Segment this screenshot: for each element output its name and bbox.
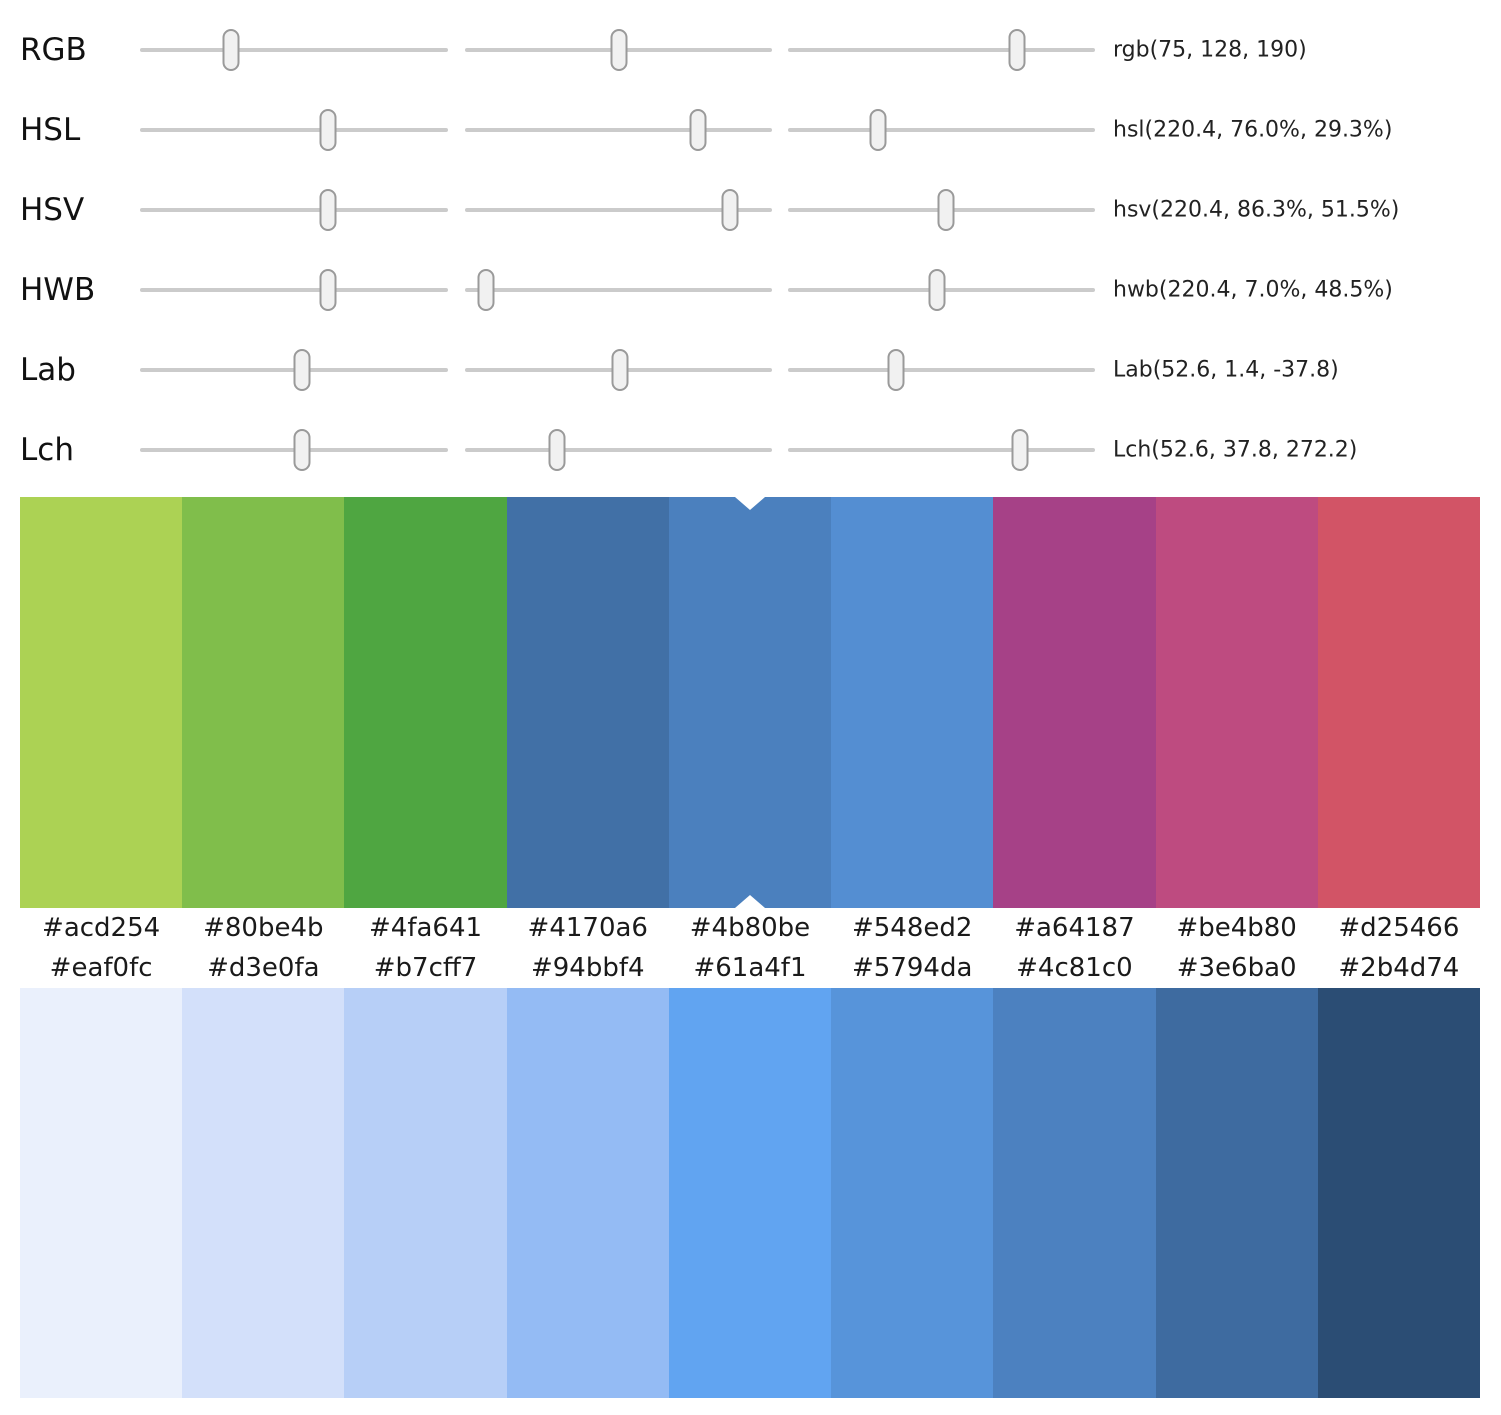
hex-code-label: #61a4f1 xyxy=(693,953,807,983)
slider-handle-2[interactable] xyxy=(610,29,628,71)
slider-handle-2[interactable] xyxy=(477,269,495,311)
slider-track-3[interactable] xyxy=(788,109,1095,151)
slider-track-1[interactable] xyxy=(140,109,448,151)
slider-handle-3[interactable] xyxy=(1008,29,1026,71)
hex-code-label: #4b80be xyxy=(689,913,811,943)
color-swatch[interactable] xyxy=(20,497,183,908)
hex-code-label: #a64187 xyxy=(1014,913,1135,943)
hex-code-label: #acd254 xyxy=(42,913,161,943)
hex-code-label: #4fa641 xyxy=(369,913,483,943)
slider-row: Lch Lch(52.6, 37.8, 272.2) xyxy=(0,410,1501,490)
hex-code-label: #3e6ba0 xyxy=(1176,953,1297,983)
color-swatch[interactable] xyxy=(1317,988,1480,1398)
slider-track-1[interactable] xyxy=(140,269,448,311)
slider-track-2[interactable] xyxy=(465,29,772,71)
slider-handle-3[interactable] xyxy=(1011,429,1029,471)
hex-code-label: #80be4b xyxy=(203,913,324,943)
slider-track-1[interactable] xyxy=(140,349,448,391)
slider-track-1[interactable] xyxy=(140,189,448,231)
slider-row: HWB hwb(220.4, 7.0%, 48.5%) xyxy=(0,250,1501,330)
slider-track-3[interactable] xyxy=(788,429,1095,471)
hex-code-label: #be4b80 xyxy=(1176,913,1297,943)
slider-group-label: HSL xyxy=(20,112,81,148)
color-swatch[interactable] xyxy=(182,497,345,908)
hue-scale-palette xyxy=(20,497,1480,908)
slider-track-2[interactable] xyxy=(465,349,772,391)
color-value-readout: hsl(220.4, 76.0%, 29.3%) xyxy=(1113,117,1393,143)
slider-track-1[interactable] xyxy=(140,429,448,471)
hex-code-label: #eaf0fc xyxy=(49,953,153,983)
slider-handle-3[interactable] xyxy=(887,349,905,391)
color-swatch[interactable] xyxy=(182,988,345,1398)
hue-scale-hex-labels: #acd254 #80be4b #4fa641 #4170a6 #4b80be #548e… xyxy=(20,908,1480,948)
color-value-readout: hwb(220.4, 7.0%, 48.5%) xyxy=(1113,277,1393,303)
tone-scale-hex-labels: #eaf0fc #d3e0fa #b7cff7 #94bbf4 #61a4f1 #5794… xyxy=(20,948,1480,988)
color-swatch[interactable] xyxy=(20,988,183,1398)
slider-handle-1[interactable] xyxy=(293,429,311,471)
slider-handle-1[interactable] xyxy=(222,29,240,71)
color-swatch[interactable] xyxy=(831,988,994,1398)
color-swatch[interactable] xyxy=(506,497,669,908)
color-swatch[interactable] xyxy=(1155,988,1318,1398)
slider-group-label: HSV xyxy=(20,192,85,228)
color-swatch-selected[interactable] xyxy=(668,497,832,908)
slider-handle-2[interactable] xyxy=(611,349,629,391)
color-value-readout: Lab(52.6, 1.4, -37.8) xyxy=(1113,357,1339,383)
color-swatch[interactable] xyxy=(506,988,669,1398)
slider-row: RGB rgb(75, 128, 190) xyxy=(0,10,1501,90)
slider-row: Lab Lab(52.6, 1.4, -37.8) xyxy=(0,330,1501,410)
slider-track-3[interactable] xyxy=(788,189,1095,231)
hex-code-label: #4170a6 xyxy=(527,913,648,943)
hex-code-label: #4c81c0 xyxy=(1016,953,1133,983)
slider-row: HSV hsv(220.4, 86.3%, 51.5%) xyxy=(0,170,1501,250)
slider-track-2[interactable] xyxy=(465,429,772,471)
slider-handle-2[interactable] xyxy=(689,109,707,151)
selected-color-notch-bottom xyxy=(734,895,765,908)
color-swatch[interactable] xyxy=(1317,497,1480,908)
slider-track-3[interactable] xyxy=(788,349,1095,391)
color-value-readout: Lch(52.6, 37.8, 272.2) xyxy=(1113,437,1358,463)
slider-track-2[interactable] xyxy=(465,109,772,151)
slider-handle-3[interactable] xyxy=(928,269,946,311)
color-swatch[interactable] xyxy=(831,497,994,908)
color-swatch[interactable] xyxy=(993,988,1156,1398)
slider-track-3[interactable] xyxy=(788,29,1095,71)
selected-color-notch-top xyxy=(734,497,765,510)
slider-handle-1[interactable] xyxy=(293,349,311,391)
color-swatch[interactable] xyxy=(1155,497,1318,908)
slider-handle-2[interactable] xyxy=(548,429,566,471)
color-value-readout: hsv(220.4, 86.3%, 51.5%) xyxy=(1113,197,1400,223)
color-swatch[interactable] xyxy=(668,988,832,1398)
slider-group-label: HWB xyxy=(20,272,96,308)
slider-track-1[interactable] xyxy=(140,29,448,71)
slider-handle-2[interactable] xyxy=(721,189,739,231)
hex-code-label: #d25466 xyxy=(1338,913,1460,943)
tone-scale-palette xyxy=(20,988,1480,1398)
slider-track-3[interactable] xyxy=(788,269,1095,311)
slider-group-label: Lch xyxy=(20,432,74,468)
slider-handle-1[interactable] xyxy=(319,269,337,311)
slider-handle-1[interactable] xyxy=(319,189,337,231)
hex-code-label: #94bbf4 xyxy=(530,953,645,983)
slider-group-label: RGB xyxy=(20,32,87,68)
slider-handle-3[interactable] xyxy=(869,109,887,151)
slider-handle-3[interactable] xyxy=(937,189,955,231)
slider-track-2[interactable] xyxy=(465,189,772,231)
hex-code-label: #b7cff7 xyxy=(373,953,478,983)
color-swatch[interactable] xyxy=(993,497,1156,908)
color-value-readout: rgb(75, 128, 190) xyxy=(1113,37,1307,63)
color-swatch[interactable] xyxy=(344,988,507,1398)
hex-code-label: #548ed2 xyxy=(851,913,973,943)
slider-track-2[interactable] xyxy=(465,269,772,311)
hex-code-label: #2b4d74 xyxy=(1338,953,1460,983)
color-swatch[interactable] xyxy=(344,497,507,908)
slider-group-label: Lab xyxy=(20,352,76,388)
slider-row: HSL hsl(220.4, 76.0%, 29.3%) xyxy=(0,90,1501,170)
hex-code-label: #5794da xyxy=(852,953,973,983)
hex-code-label: #d3e0fa xyxy=(207,953,320,983)
slider-handle-1[interactable] xyxy=(319,109,337,151)
